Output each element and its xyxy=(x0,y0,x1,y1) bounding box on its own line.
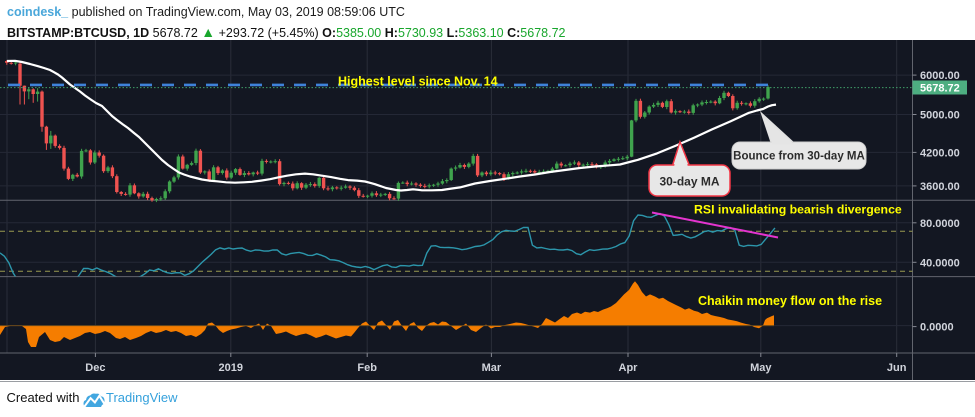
svg-text:6000.00: 6000.00 xyxy=(920,70,960,82)
svg-text:Jun: Jun xyxy=(887,362,907,374)
svg-text:5678.72: 5678.72 xyxy=(920,83,960,95)
svg-text:2019: 2019 xyxy=(219,362,243,374)
svg-text:May: May xyxy=(750,362,772,374)
svg-text:40.0000: 40.0000 xyxy=(920,257,960,269)
svg-text:0.0000: 0.0000 xyxy=(920,322,954,334)
svg-text:Apr: Apr xyxy=(619,362,639,374)
svg-text:Highest level since Nov. 14: Highest level since Nov. 14 xyxy=(338,75,498,89)
svg-text:Feb: Feb xyxy=(357,362,377,374)
svg-text:3600.00: 3600.00 xyxy=(920,181,960,193)
svg-text:Bounce from 30-day MA: Bounce from 30-day MA xyxy=(733,151,865,163)
svg-text:30-day MA: 30-day MA xyxy=(659,175,719,189)
svg-text:5000.00: 5000.00 xyxy=(920,110,960,122)
svg-text:80.0000: 80.0000 xyxy=(920,218,960,230)
svg-text:Chaikin money flow on the rise: Chaikin money flow on the rise xyxy=(698,294,882,308)
svg-text:RSI invalidating bearish diver: RSI invalidating bearish divergence xyxy=(694,203,902,217)
svg-text:Dec: Dec xyxy=(85,362,105,374)
svg-text:Mar: Mar xyxy=(482,362,502,374)
svg-text:4200.00: 4200.00 xyxy=(920,147,960,159)
